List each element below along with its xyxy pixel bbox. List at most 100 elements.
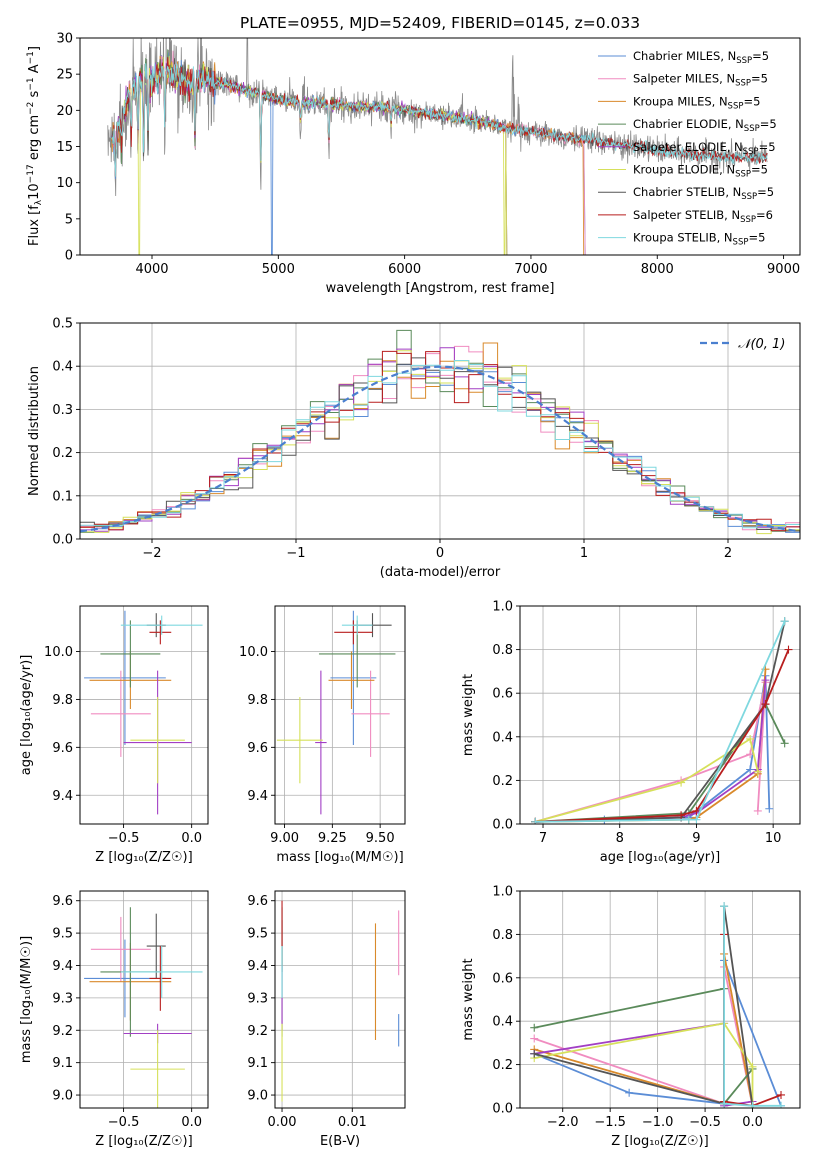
weight-point-salpeter-elodie: [761, 676, 770, 685]
weight-point-chabrier-elodie: [530, 1023, 539, 1032]
figure-title: PLATE=0955, MJD=52409, FIBERID=0145, z=0…: [240, 14, 640, 32]
y-tick-label: 9.4: [52, 789, 73, 804]
legend-label: Kroupa MILES, NSSP=5: [633, 94, 760, 111]
plot-area: [520, 606, 800, 824]
x-tick-label: 8000: [641, 262, 674, 277]
weight-line-kroupa-stelib: [535, 620, 786, 823]
x-axis-label: E(B-V): [320, 1134, 360, 1149]
y-tick-label: 1.0: [492, 600, 513, 615]
weight-point-kroupa-stelib: [777, 1101, 786, 1108]
weight-line-kroupa-stelib: [723, 906, 781, 1107]
plot-area: [275, 891, 405, 1108]
y-tick-label: 30: [56, 32, 73, 47]
legend-label: Chabrier STELIB, NSSP=5: [633, 185, 774, 202]
weight-point-salpeter-miles: [753, 806, 762, 815]
legend-sub: SSP: [735, 170, 751, 180]
grid: [80, 323, 800, 539]
y-tick-label: 9.2: [247, 1024, 268, 1039]
y-tick-label: 10.0: [239, 645, 268, 660]
y-tick-label: 9.4: [247, 959, 268, 974]
weight-point-chabrier-miles: [625, 1088, 634, 1097]
axes-frame: [519, 890, 801, 1109]
y-label-part: 10: [27, 183, 42, 200]
y-tick-label: 0: [65, 249, 73, 264]
legend-sub: SSP: [733, 238, 749, 248]
legend-model: Salpeter STELIB, N: [633, 208, 740, 222]
x-axis-label: Z [log₁₀(Z/Z☉)]: [611, 1134, 708, 1149]
errorbar-kroupa-stelib: [341, 615, 373, 635]
x-tick-label: 4000: [135, 262, 168, 277]
y-tick-label: 0.0: [52, 533, 73, 548]
y-tick-label: 9.0: [247, 1089, 268, 1104]
y-tick-label: 9.2: [52, 1024, 73, 1039]
data-layer: [80, 329, 800, 535]
grid: [520, 891, 800, 1108]
legend-sub: SSP: [741, 192, 757, 202]
data-layer: [276, 610, 396, 815]
errorbar-salpeter-miles: [90, 670, 151, 757]
axes-frame: [79, 322, 801, 540]
panel-age-vs-metallicity: −0.5 0.0 9.4 9.6 9.8 10.0 Z [log₁₀(Z/Z☉)] age […: [19, 605, 209, 865]
y-axis-label: mass weight: [461, 958, 476, 1040]
y-tick-label: 0.4: [492, 730, 513, 745]
legend-value: =5: [760, 117, 777, 131]
x-axis-label: mass [log₁₀(M/M☉)]: [276, 850, 403, 865]
y-tick-label: 20: [56, 104, 73, 119]
y-tick-label: 9.8: [247, 693, 268, 708]
x-tick-label: 10: [765, 831, 782, 846]
axes: 4000 5000 6000 7000 8000 9000 0 5 10 15 20 25 30 wave…: [56, 32, 801, 296]
x-tick-label: 2: [724, 546, 732, 561]
weight-point-kroupa-elodie: [677, 778, 686, 787]
errorbar-salpeter-miles: [90, 916, 151, 982]
x-tick-label: 9.50: [366, 831, 395, 846]
errorbar-salpeter-miles: [351, 670, 390, 757]
legend-sub: SSP: [728, 101, 744, 111]
weight-line-chabrier-elodie: [535, 702, 786, 823]
panel-spectrum: 4000 5000 6000 7000 8000 9000 0 5 10 15 20 25 30 wave…: [26, 32, 801, 296]
legend-value: =6: [756, 208, 773, 222]
weight-point-kroupa-stelib: [780, 617, 789, 626]
x-axis-label: Z [log₁₀(Z/Z☉)]: [95, 1134, 192, 1149]
errorbar-kroupa-miles: [328, 651, 375, 710]
y-tick-label: 9.6: [247, 741, 268, 756]
y-label-part: s: [27, 90, 42, 101]
x-tick-label: −1.0: [642, 1115, 674, 1130]
axes-frame: [79, 890, 209, 1109]
axes-frame: [274, 890, 406, 1109]
errorbar-chabrier-miles: [84, 610, 166, 745]
legend-model: Chabrier STELIB, N: [633, 185, 741, 199]
weight-point-kroupa-elodie: [746, 734, 755, 743]
grid: [80, 606, 208, 824]
errorbar-chabrier-elodie: [100, 620, 161, 688]
grid: [80, 891, 208, 1108]
weight-line-kroupa-elodie: [534, 1022, 754, 1108]
y-tick-label: 0.2: [492, 1058, 513, 1073]
weight-point-kroupa-elodie: [753, 767, 762, 776]
legend-value: =5: [757, 185, 774, 199]
y-tick-label: 9.4: [52, 959, 73, 974]
x-tick-label: 0.00: [268, 1115, 297, 1130]
legend-value: =5: [748, 231, 765, 245]
axes-frame: [79, 605, 209, 825]
weight-line-chabrier-elodie: [534, 987, 754, 1107]
errorbar-kroupa-elodie: [276, 697, 323, 784]
weight-point-kroupa-stelib: [692, 815, 701, 824]
weight-point-salpeter-stelib: [692, 806, 701, 815]
legend-model: Kroupa MILES, N: [633, 94, 728, 108]
axes: −0.5 0.0 9.0 9.1 9.2 9.3 9.4 9.5 9.6 Z [log₁₀(Z/Z…: [19, 890, 209, 1149]
weight-point-chabrier-stelib: [530, 1049, 539, 1058]
normal-reference-curve: [80, 365, 800, 533]
y-tick-label: 10: [56, 176, 73, 191]
data-layer: [84, 907, 203, 1108]
legend-model: Chabrier ELODIE, N: [633, 117, 744, 131]
legend-label: Salpeter STELIB, NSSP=6: [633, 208, 773, 225]
errorbar-salpeter-elodie: [315, 670, 327, 815]
data-layer: [107, 38, 768, 255]
panel-mass-vs-extinction: 0.00 0.01 9.0 9.1 9.2 9.3 9.4 9.5 9.6 E(B-V): [247, 890, 406, 1149]
axes: 9.00 9.25 9.50 9.4 9.6 9.8 10.0 mass [log₁₀(M/M…: [239, 605, 406, 865]
y-axis-label: mass weight: [461, 674, 476, 756]
weight-line-chabrier-stelib: [535, 621, 786, 823]
y-axis-label: Flux [fλ10−17 erg cm−2 s−1 A−1]: [26, 46, 44, 246]
